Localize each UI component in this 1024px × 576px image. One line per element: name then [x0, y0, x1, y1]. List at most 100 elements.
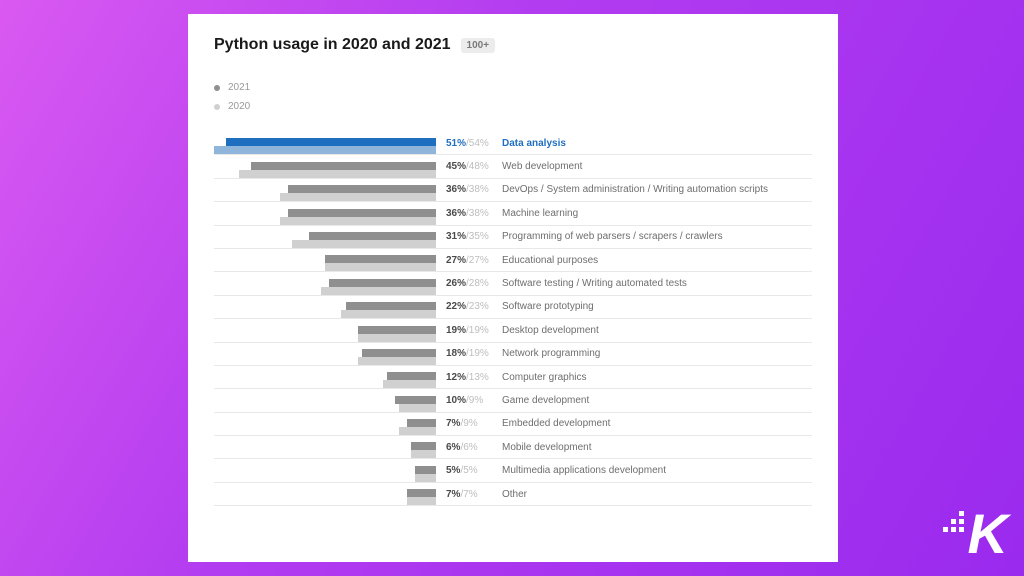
- row-label: Computer graphics: [502, 366, 586, 388]
- bar-2020: [280, 193, 436, 201]
- chart-card: Python usage in 2020 and 2021 100+ 2021 …: [188, 14, 838, 562]
- chart-row: 27%/27%Educational purposes: [214, 249, 812, 272]
- bar-2021: [325, 255, 436, 263]
- pct-label: 19%/19%: [436, 319, 502, 341]
- bar-2021: [407, 489, 436, 497]
- row-label: Web development: [502, 155, 582, 177]
- pct-label: 6%/6%: [436, 436, 502, 458]
- chart-row: 31%/35%Programming of web parsers / scra…: [214, 226, 812, 249]
- bar-2021: [288, 185, 436, 193]
- legend: 2021 2020: [214, 82, 812, 112]
- chart-row: 51%/54%Data analysis: [214, 132, 812, 155]
- bar-2021: [346, 302, 436, 310]
- chart-title: Python usage in 2020 and 2021: [214, 36, 451, 54]
- legend-item-2021: 2021: [214, 82, 812, 93]
- bar-2020: [358, 357, 436, 365]
- pct-label: 36%/38%: [436, 179, 502, 201]
- brand-logo-dots: [943, 511, 964, 532]
- bar-area: [214, 343, 436, 365]
- bar-2020: [399, 404, 436, 412]
- chart-row: 7%/7%Other: [214, 483, 812, 506]
- row-label: Software prototyping: [502, 296, 594, 318]
- bar-2021: [288, 209, 436, 217]
- bar-2021: [407, 419, 436, 427]
- row-label: Software testing / Writing automated tes…: [502, 272, 687, 294]
- bar-area: [214, 272, 436, 294]
- legend-label-2021: 2021: [228, 82, 250, 93]
- bar-2020: [411, 450, 436, 458]
- bar-area: [214, 413, 436, 435]
- bar-2020: [292, 240, 436, 248]
- row-label: DevOps / System administration / Writing…: [502, 179, 768, 201]
- row-label: Data analysis: [502, 132, 566, 154]
- chart-row: 22%/23%Software prototyping: [214, 296, 812, 319]
- bar-2020: [407, 497, 436, 505]
- pct-label: 51%/54%: [436, 132, 502, 154]
- pct-label: 36%/38%: [436, 202, 502, 224]
- row-label: Educational purposes: [502, 249, 598, 271]
- pct-label: 26%/28%: [436, 272, 502, 294]
- bar-area: [214, 296, 436, 318]
- bar-area: [214, 226, 436, 248]
- row-label: Desktop development: [502, 319, 599, 341]
- title-row: Python usage in 2020 and 2021 100+: [214, 36, 812, 54]
- bar-area: [214, 179, 436, 201]
- bar-2021: [387, 372, 436, 380]
- chart-row: 5%/5%Multimedia applications development: [214, 459, 812, 482]
- row-label: Embedded development: [502, 413, 610, 435]
- chart-row: 36%/38%Machine learning: [214, 202, 812, 225]
- bar-area: [214, 202, 436, 224]
- row-label: Game development: [502, 389, 589, 411]
- bar-2020: [325, 263, 436, 271]
- pct-label: 5%/5%: [436, 459, 502, 481]
- bar-area: [214, 483, 436, 505]
- bar-area: [214, 389, 436, 411]
- pct-label: 10%/9%: [436, 389, 502, 411]
- brand-logo-letter: K: [968, 506, 1006, 562]
- pct-label: 12%/13%: [436, 366, 502, 388]
- bar-area: [214, 459, 436, 481]
- row-label: Multimedia applications development: [502, 459, 666, 481]
- bar-2021: [329, 279, 436, 287]
- bar-2020: [214, 146, 436, 154]
- pct-label: 27%/27%: [436, 249, 502, 271]
- legend-dot-2021: [214, 85, 220, 91]
- bar-2020: [415, 474, 436, 482]
- row-label: Machine learning: [502, 202, 578, 224]
- chart-row: 18%/19%Network programming: [214, 343, 812, 366]
- chart-row: 45%/48%Web development: [214, 155, 812, 178]
- bar-area: [214, 319, 436, 341]
- bar-2021: [411, 442, 436, 450]
- bar-2021: [362, 349, 436, 357]
- pct-label: 22%/23%: [436, 296, 502, 318]
- chart-row: 36%/38%DevOps / System administration / …: [214, 179, 812, 202]
- responses-badge: 100+: [461, 38, 496, 53]
- row-label: Other: [502, 483, 527, 505]
- bar-area: [214, 366, 436, 388]
- chart-row: 12%/13%Computer graphics: [214, 366, 812, 389]
- legend-item-2020: 2020: [214, 101, 812, 112]
- bar-area: [214, 249, 436, 271]
- bar-2020: [321, 287, 436, 295]
- bar-2020: [280, 217, 436, 225]
- pct-label: 18%/19%: [436, 343, 502, 365]
- bar-2021: [415, 466, 436, 474]
- bar-2020: [383, 380, 436, 388]
- pct-label: 45%/48%: [436, 155, 502, 177]
- row-label: Programming of web parsers / scrapers / …: [502, 226, 723, 248]
- bar-2021: [395, 396, 436, 404]
- chart-row: 6%/6%Mobile development: [214, 436, 812, 459]
- chart-row: 10%/9%Game development: [214, 389, 812, 412]
- bar-area: [214, 132, 436, 154]
- bar-2020: [341, 310, 436, 318]
- bar-area: [214, 155, 436, 177]
- row-label: Mobile development: [502, 436, 592, 458]
- bar-2021: [226, 138, 436, 146]
- bar-2020: [239, 170, 436, 178]
- chart-row: 26%/28%Software testing / Writing automa…: [214, 272, 812, 295]
- bar-2021: [251, 162, 436, 170]
- legend-dot-2020: [214, 104, 220, 110]
- legend-label-2020: 2020: [228, 101, 250, 112]
- bar-area: [214, 436, 436, 458]
- pct-label: 7%/7%: [436, 483, 502, 505]
